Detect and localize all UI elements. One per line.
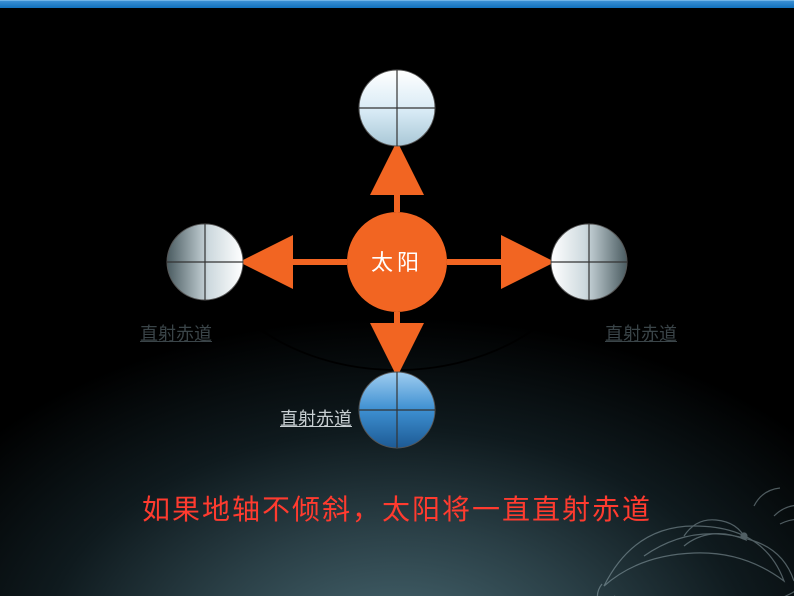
planet-bottom <box>359 372 435 448</box>
slide-stage: 太阳 直射赤道 直射赤道 直射赤道 如果地轴不倾斜，太阳将一直直射赤道 <box>0 10 794 596</box>
sun-label: 太阳 <box>371 250 423 275</box>
label-bottom: 直射赤道 <box>280 405 352 431</box>
label-left: 直射赤道 <box>140 320 212 346</box>
main-caption: 如果地轴不倾斜，太阳将一直直射赤道 <box>0 488 794 528</box>
label-right: 直射赤道 <box>605 320 677 346</box>
planet-left <box>167 224 243 300</box>
sun: 太阳 <box>347 212 447 312</box>
planet-right <box>551 224 627 300</box>
planet-top <box>359 70 435 146</box>
